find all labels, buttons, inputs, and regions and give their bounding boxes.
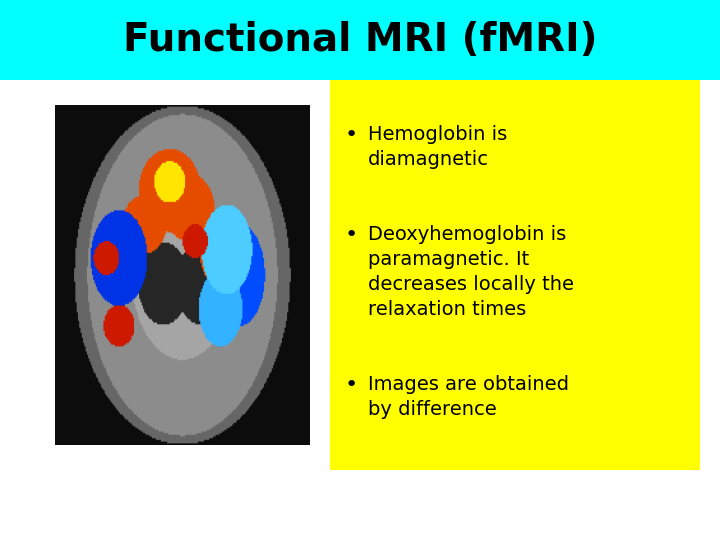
Bar: [0, 0, 720, 80]
Bar: [330, 80, 700, 470]
Text: Deoxyhemoglobin is
paramagnetic. It
decreases locally the
relaxation times: Deoxyhemoglobin is paramagnetic. It decr…: [368, 225, 574, 319]
Text: Images are obtained
by difference: Images are obtained by difference: [368, 375, 569, 419]
Text: Hemoglobin is
diamagnetic: Hemoglobin is diamagnetic: [368, 125, 508, 169]
Text: •: •: [345, 225, 359, 245]
Text: •: •: [345, 375, 359, 395]
Text: Functional MRI (fMRI): Functional MRI (fMRI): [122, 21, 598, 59]
Text: •: •: [345, 125, 359, 145]
